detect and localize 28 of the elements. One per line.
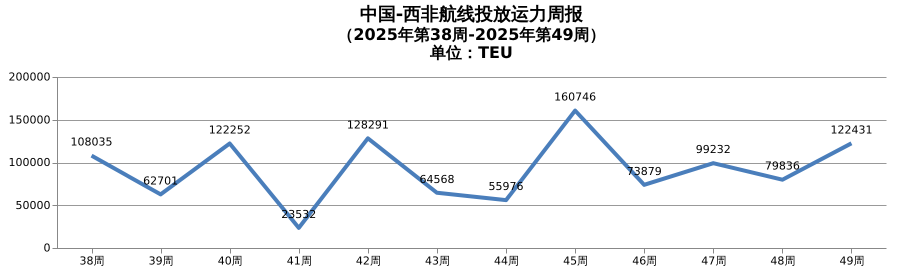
x-tick-label: 39周 [148, 254, 174, 268]
x-tick-label: 49周 [839, 254, 864, 268]
x-tick-label: 47周 [701, 254, 726, 268]
chart-subtitle: （2025年第38周-2025年第49周） [337, 25, 606, 44]
x-tick-label: 38周 [80, 254, 105, 268]
x-tick-label: 45周 [563, 254, 588, 268]
data-label: 108035 [70, 136, 113, 149]
y-tick-label: 200000 [8, 70, 50, 84]
x-tick-label: 40周 [218, 254, 243, 268]
data-label: 122431 [830, 123, 872, 136]
data-label: 62701 [143, 174, 178, 188]
chart-title: 中国-西非航线投放运力周报 [360, 4, 584, 25]
x-tick-label: 44周 [494, 254, 520, 268]
data-label: 160746 [554, 90, 596, 104]
x-tick-label: 42周 [356, 254, 381, 268]
y-tick-label: 100000 [8, 156, 50, 169]
y-tick-label: 0 [44, 242, 50, 254]
x-tick-label: 48周 [770, 254, 796, 268]
data-label: 79836 [764, 160, 800, 173]
text: 单位：TEU [429, 43, 513, 62]
data-label: 99232 [696, 143, 731, 156]
x-tick-label: 43周 [424, 254, 450, 268]
data-label: 128291 [346, 118, 389, 132]
y-tick-label: 150000 [8, 113, 50, 126]
x-tick-label: 41周 [286, 254, 312, 268]
y-tick-label: 50000 [16, 198, 50, 212]
data-label: 122252 [208, 123, 251, 136]
x-tick-label: 46周 [632, 254, 658, 268]
